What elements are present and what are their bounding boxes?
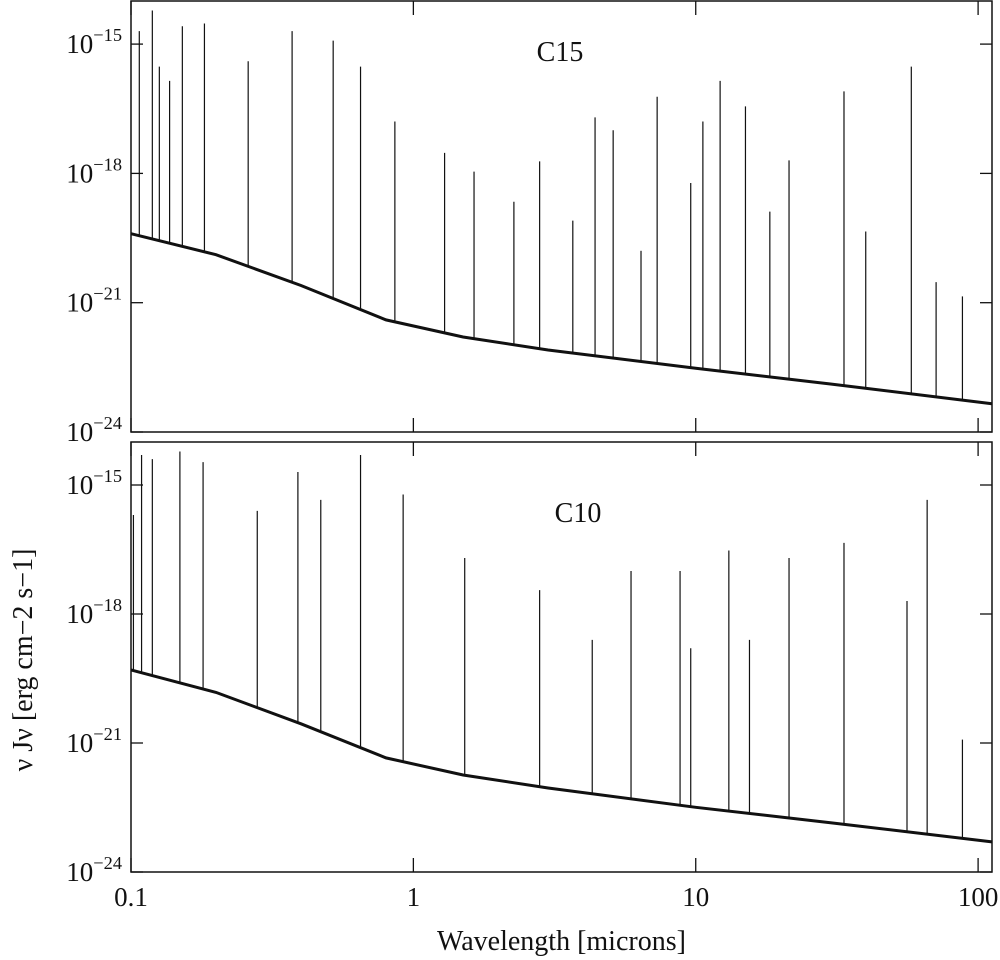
plot-frame <box>130 441 993 873</box>
x-tick-label: 100 <box>958 882 999 912</box>
y-tick-label: 10−18 <box>66 595 122 629</box>
y-tick-label: 10−15 <box>66 466 122 500</box>
continuum <box>130 668 993 844</box>
y-tick-label: 10−15 <box>66 25 122 59</box>
y-tick-label: 10−24 <box>66 853 122 887</box>
panel-label: C15 <box>537 37 584 68</box>
plot-frame <box>130 0 993 433</box>
x-axis-label: Wavelength [microns] <box>437 926 686 957</box>
continuum <box>130 232 993 406</box>
panel-label: C10 <box>555 498 602 529</box>
x-tick-label: 0.1 <box>114 882 148 912</box>
y-tick-label: 10−24 <box>66 413 122 447</box>
y-tick-label: 10−18 <box>66 154 122 188</box>
x-tick-label: 10 <box>682 882 709 912</box>
y-axis-label: ν Jν [erg cm−2 s−1] <box>8 549 39 772</box>
y-tick-label: 10−21 <box>66 284 122 318</box>
x-tick-label: 1 <box>407 882 421 912</box>
y-tick-label: 10−21 <box>66 724 122 758</box>
